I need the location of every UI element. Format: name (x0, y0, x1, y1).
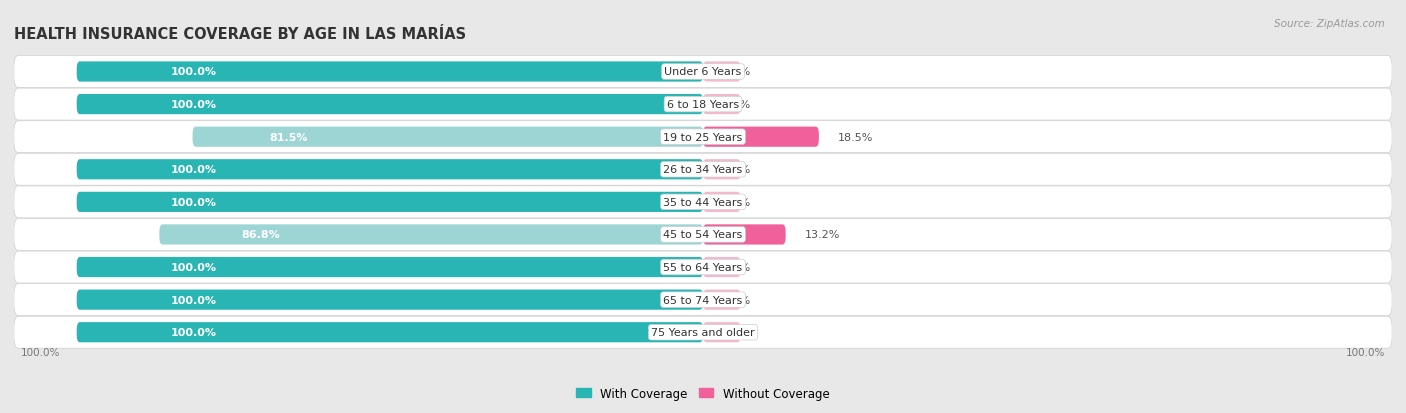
Text: 0.0%: 0.0% (721, 100, 749, 110)
Text: 100.0%: 100.0% (170, 328, 217, 337)
Text: 19 to 25 Years: 19 to 25 Years (664, 132, 742, 142)
FancyBboxPatch shape (703, 95, 741, 115)
FancyBboxPatch shape (703, 127, 818, 147)
Text: 0.0%: 0.0% (721, 197, 749, 207)
FancyBboxPatch shape (14, 186, 1392, 218)
FancyBboxPatch shape (703, 62, 741, 83)
FancyBboxPatch shape (77, 62, 703, 83)
FancyBboxPatch shape (77, 95, 703, 115)
Text: 100.0%: 100.0% (170, 262, 217, 273)
Text: 0.0%: 0.0% (721, 328, 749, 337)
FancyBboxPatch shape (77, 290, 703, 310)
Text: 18.5%: 18.5% (838, 132, 873, 142)
FancyBboxPatch shape (703, 322, 741, 342)
FancyBboxPatch shape (703, 257, 741, 278)
Text: 65 to 74 Years: 65 to 74 Years (664, 295, 742, 305)
Text: 81.5%: 81.5% (269, 132, 308, 142)
FancyBboxPatch shape (77, 257, 703, 278)
Text: 100.0%: 100.0% (170, 197, 217, 207)
FancyBboxPatch shape (14, 154, 1392, 186)
FancyBboxPatch shape (14, 219, 1392, 251)
Text: 45 to 54 Years: 45 to 54 Years (664, 230, 742, 240)
FancyBboxPatch shape (77, 192, 703, 212)
Text: Source: ZipAtlas.com: Source: ZipAtlas.com (1274, 19, 1385, 28)
Text: 100.0%: 100.0% (170, 165, 217, 175)
FancyBboxPatch shape (703, 225, 786, 245)
Text: 0.0%: 0.0% (721, 262, 749, 273)
Text: 35 to 44 Years: 35 to 44 Years (664, 197, 742, 207)
Text: 0.0%: 0.0% (721, 67, 749, 77)
FancyBboxPatch shape (77, 160, 703, 180)
FancyBboxPatch shape (77, 322, 703, 342)
Text: 0.0%: 0.0% (721, 165, 749, 175)
Text: 100.0%: 100.0% (20, 348, 59, 358)
Text: Under 6 Years: Under 6 Years (665, 67, 741, 77)
FancyBboxPatch shape (14, 57, 1392, 88)
Text: 26 to 34 Years: 26 to 34 Years (664, 165, 742, 175)
FancyBboxPatch shape (14, 284, 1392, 316)
Text: 100.0%: 100.0% (170, 295, 217, 305)
FancyBboxPatch shape (14, 316, 1392, 348)
Text: 75 Years and older: 75 Years and older (651, 328, 755, 337)
Legend: With Coverage, Without Coverage: With Coverage, Without Coverage (572, 382, 834, 404)
FancyBboxPatch shape (703, 160, 741, 180)
Text: 100.0%: 100.0% (170, 100, 217, 110)
FancyBboxPatch shape (14, 252, 1392, 283)
Text: 100.0%: 100.0% (1347, 348, 1386, 358)
Text: 86.8%: 86.8% (240, 230, 280, 240)
Text: 55 to 64 Years: 55 to 64 Years (664, 262, 742, 273)
FancyBboxPatch shape (14, 121, 1392, 153)
Text: HEALTH INSURANCE COVERAGE BY AGE IN LAS MARÍAS: HEALTH INSURANCE COVERAGE BY AGE IN LAS … (14, 26, 467, 41)
Text: 13.2%: 13.2% (804, 230, 839, 240)
FancyBboxPatch shape (14, 89, 1392, 121)
FancyBboxPatch shape (703, 290, 741, 310)
Text: 6 to 18 Years: 6 to 18 Years (666, 100, 740, 110)
FancyBboxPatch shape (193, 127, 703, 147)
FancyBboxPatch shape (703, 192, 741, 212)
Text: 0.0%: 0.0% (721, 295, 749, 305)
FancyBboxPatch shape (159, 225, 703, 245)
Text: 100.0%: 100.0% (170, 67, 217, 77)
